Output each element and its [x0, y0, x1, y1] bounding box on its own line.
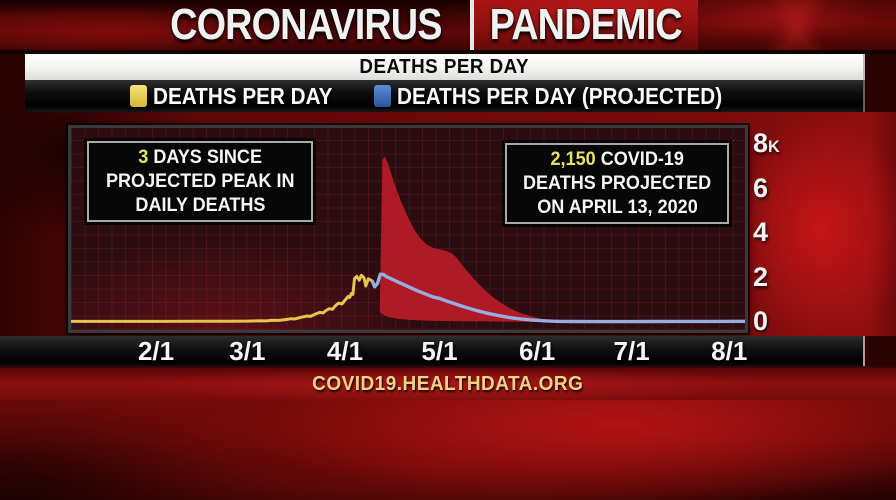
x-tick-label: 8/1	[711, 336, 748, 366]
legend-item: DEATHS PER DAY (PROJECTED)	[374, 83, 758, 110]
x-tick-label: 2/1	[137, 336, 175, 366]
uncertainty-band	[379, 156, 574, 322]
banner-texture	[698, 0, 896, 50]
y-tick-label: 0	[753, 305, 769, 336]
x-tick-label: 3/1	[229, 336, 266, 366]
annotation-days-since-peak: 3 DAYS SINCE PROJECTED PEAK IN DAILY DEATH…	[87, 141, 313, 222]
legend-swatch	[129, 85, 147, 107]
y-tick-label: 6	[753, 172, 769, 203]
chart-title-bar: DEATHS PER DAY	[25, 54, 865, 80]
y-tick-suffix: K	[768, 137, 780, 156]
annotation-line: DAILY DEATHS	[134, 194, 266, 216]
annotation-line: PROJECTED PEAK IN	[105, 170, 295, 192]
x-axis-bar: 2/1 3/1 4/1 5/1 6/1 7/1 8/1	[0, 336, 865, 366]
background-texture	[0, 400, 896, 500]
annotation-line: ON APRIL 13, 2020	[536, 196, 698, 218]
x-tick-label: 7/1	[613, 336, 650, 366]
banner-pandemic-box: PANDEMIC	[470, 0, 698, 50]
actual-deaths-line	[71, 273, 374, 323]
annotation-projected-deaths: 2,150 COVID-19 DEATHS PROJECTED ON APRIL 1…	[505, 143, 729, 224]
chart-canvas	[71, 156, 745, 324]
x-tick-label: 6/1	[519, 336, 556, 366]
banner-text-right: PANDEMIC	[489, 0, 683, 49]
legend-bar: DEATHS PER DAY DEATHS PER DAY (PROJECTED)	[25, 80, 865, 112]
legend-label: DEATHS PER DAY	[152, 82, 333, 109]
legend-item: DEATHS PER DAY	[129, 82, 352, 110]
x-tick-label: 4/1	[326, 336, 364, 366]
y-tick-label: 4	[753, 216, 769, 247]
legend-label: DEATHS PER DAY (PROJECTED)	[397, 82, 723, 109]
annotation-line: 3 DAYS SINCE	[138, 146, 262, 168]
source-url: COVID19.HEALTHDATA.ORG	[312, 372, 584, 395]
banner-divider	[0, 50, 896, 54]
chart-title: DEATHS PER DAY	[359, 55, 529, 78]
top-banner: CORONAVIRUS PANDEMIC	[0, 0, 896, 50]
legend-swatch	[374, 85, 392, 107]
annotation-highlight: 3	[138, 146, 149, 168]
annotation-line: DEATHS PROJECTED	[522, 172, 712, 194]
projected-deaths-line	[370, 272, 745, 324]
annotation-line: 2,150 COVID-19	[550, 148, 684, 170]
annotation-highlight: 2,150	[550, 148, 596, 170]
chart-region: 3 DAYS SINCE PROJECTED PEAK IN DAILY DEATH…	[0, 112, 896, 336]
banner-title-coronavirus: CORONAVIRUS	[0, 0, 470, 50]
y-tick-label: 2	[753, 261, 769, 292]
x-tick-label: 5/1	[421, 336, 458, 366]
source-strip: COVID19.HEALTHDATA.ORG	[0, 366, 896, 400]
y-tick-label: 8K	[753, 127, 780, 158]
banner-text-left: CORONAVIRUS	[170, 0, 442, 49]
